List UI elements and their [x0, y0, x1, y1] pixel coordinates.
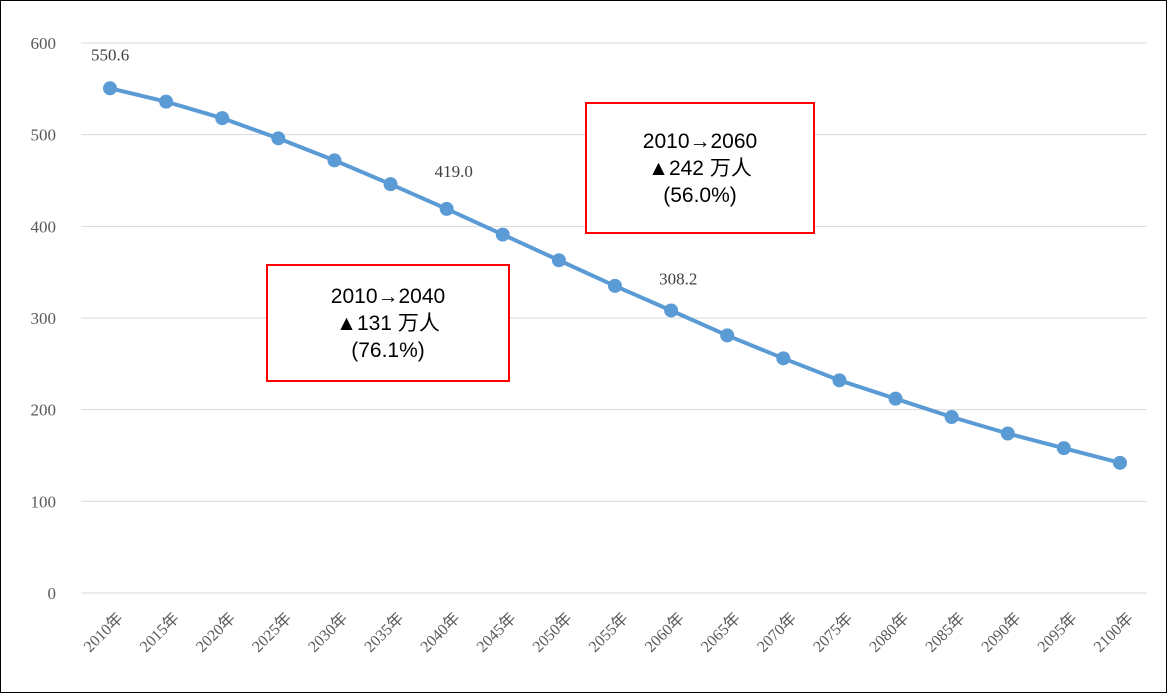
x-tick-label: 2020年	[192, 609, 239, 656]
annotation-line: (56.0%)	[663, 183, 737, 207]
annotation-box-2060: 2010→2060 ▲242 万人 (56.0%)	[585, 102, 815, 234]
data-label: 308.2	[659, 269, 697, 288]
x-tick-label: 2010年	[80, 609, 127, 656]
data-label: 550.6	[91, 45, 129, 64]
data-point	[159, 94, 174, 109]
x-tick-label: 2090年	[978, 609, 1025, 656]
data-point	[383, 177, 398, 192]
x-tick-label: 2075年	[810, 609, 857, 656]
y-tick-label: 500	[31, 126, 57, 145]
y-tick-label: 300	[31, 309, 57, 328]
x-tick-label: 2045年	[473, 609, 520, 656]
y-axis-ticks: 0 100 200 300 400 500 600	[31, 34, 57, 603]
annotation-line: ▲242 万人	[648, 156, 752, 180]
annotation-line: ▲131 万人	[336, 311, 440, 335]
data-point	[944, 410, 959, 424]
x-tick-label: 2025年	[248, 609, 295, 656]
y-tick-label: 200	[31, 401, 57, 420]
x-tick-label: 2070年	[753, 609, 800, 656]
x-tick-label: 2015年	[136, 609, 183, 656]
x-tick-label: 2060年	[641, 609, 688, 656]
data-point	[103, 81, 117, 96]
data-point	[776, 351, 791, 366]
series-line	[103, 81, 1127, 470]
x-tick-label: 2085年	[922, 609, 969, 656]
data-point	[1112, 455, 1127, 470]
x-axis-ticks: 2010年 2015年 2020年 2025年 2030年 2035年 2040年 2045年…	[80, 609, 1137, 656]
data-point	[720, 328, 735, 343]
x-tick-label: 2095年	[1034, 609, 1081, 656]
annotation-line: 2010→2060	[642, 129, 758, 153]
x-tick-label: 2080年	[866, 609, 913, 656]
x-tick-label: 2100年	[1090, 609, 1137, 656]
annotation-box-2040: 2010→2040 ▲131 万人 (76.1%)	[266, 264, 510, 382]
data-label: 419.0	[435, 162, 473, 181]
data-labels: 550.6 419.0 308.2	[91, 45, 697, 288]
y-tick-label: 400	[31, 217, 57, 236]
data-point	[551, 253, 566, 268]
y-tick-label: 0	[48, 584, 57, 603]
data-point	[1000, 426, 1015, 441]
data-point	[832, 373, 847, 388]
x-tick-label: 2040年	[417, 609, 464, 656]
data-point	[215, 111, 230, 126]
data-point	[439, 201, 454, 216]
x-tick-label: 2030年	[305, 609, 352, 656]
y-tick-label: 600	[31, 34, 57, 53]
x-tick-label: 2065年	[697, 609, 744, 656]
x-tick-label: 2035年	[361, 609, 408, 656]
data-point	[664, 303, 679, 318]
y-tick-label: 100	[31, 492, 57, 511]
data-point	[888, 391, 903, 406]
x-tick-label: 2050年	[529, 609, 576, 656]
data-point	[327, 153, 342, 168]
annotation-line: (76.1%)	[351, 338, 425, 362]
data-point	[607, 278, 622, 293]
data-point	[495, 227, 510, 242]
data-point	[271, 131, 286, 146]
annotation-line: 2010→2040	[330, 284, 446, 308]
x-tick-label: 2055年	[585, 609, 632, 656]
data-point	[1056, 441, 1071, 456]
